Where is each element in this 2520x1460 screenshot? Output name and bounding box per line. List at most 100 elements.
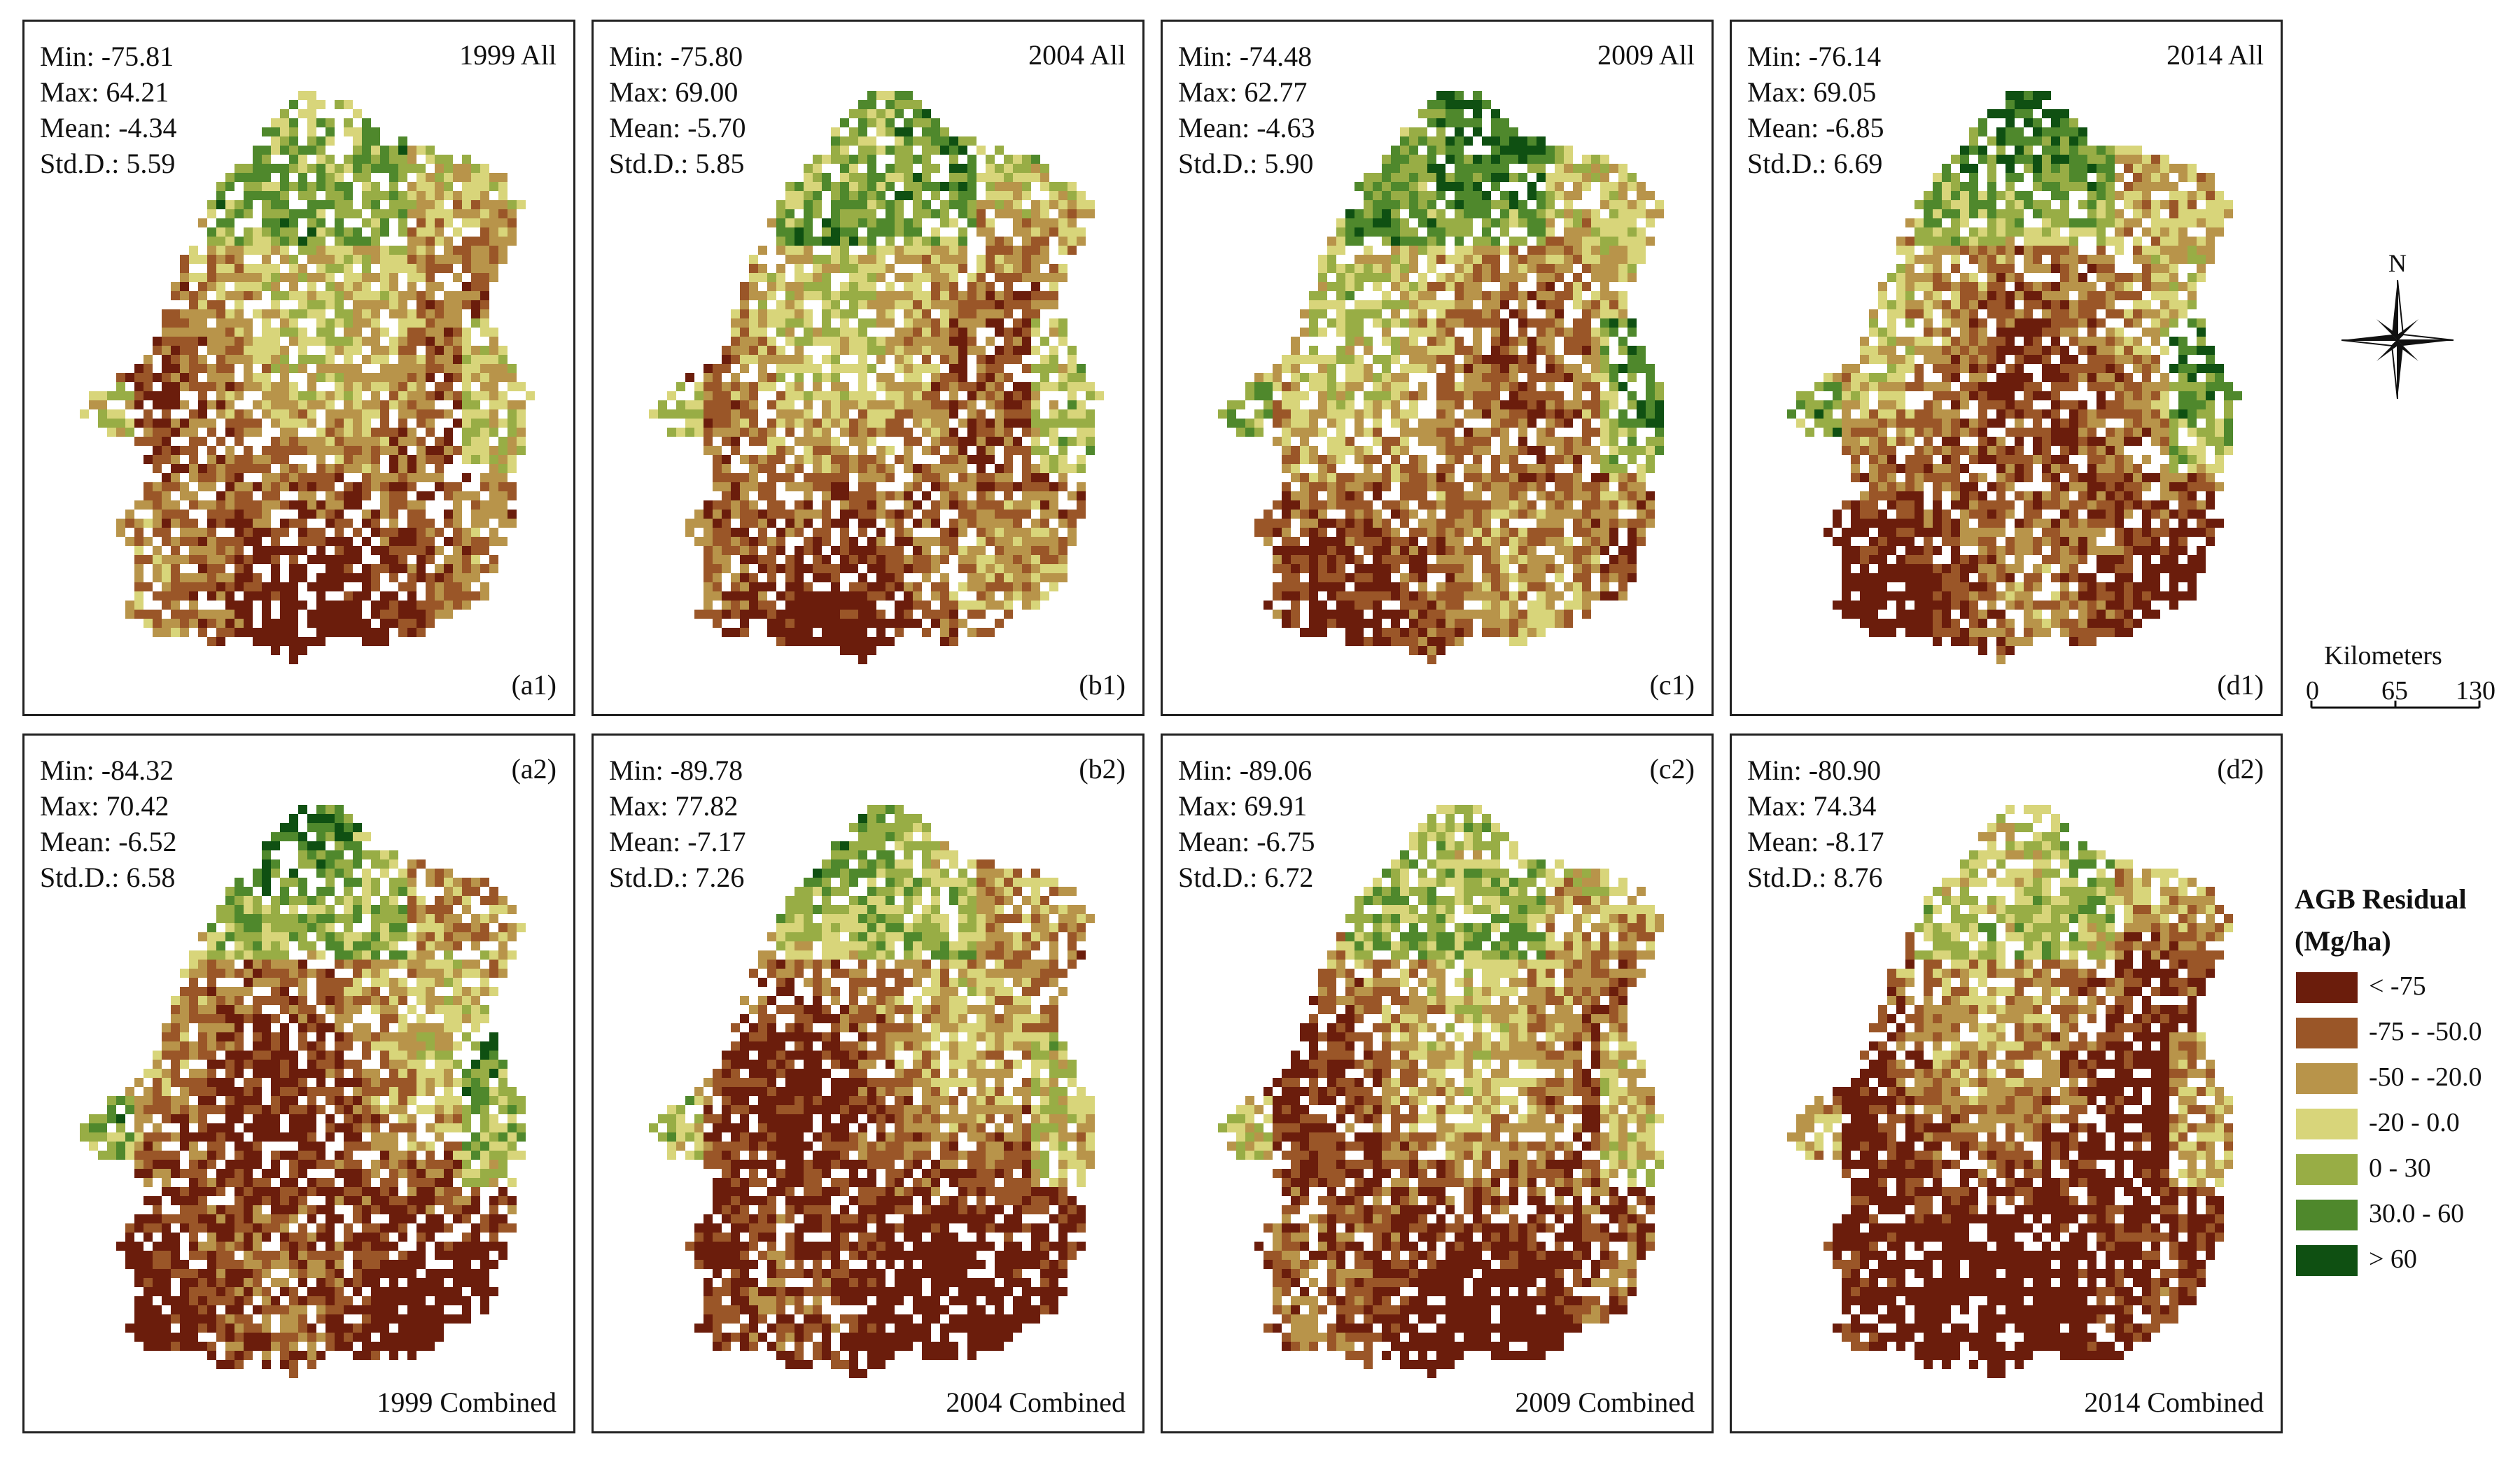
stats-block: Min: -76.14 Max: 69.05 Mean: -6.85 Std.D… bbox=[1747, 38, 1884, 181]
legend-label: < -75 bbox=[2369, 971, 2426, 1001]
residual-map-d1 bbox=[1787, 91, 2242, 664]
legend-swatch bbox=[2296, 1245, 2358, 1276]
scale-tick-130: 130 bbox=[2456, 676, 2496, 706]
map-panel-d2: Min: -80.90 Max: 74.34 Mean: -8.17 Std.D… bbox=[1730, 733, 2283, 1433]
residual-map-a2 bbox=[80, 805, 526, 1378]
stat-mean: Mean: -5.70 bbox=[609, 112, 746, 143]
north-arrow-icon: N bbox=[2341, 249, 2454, 400]
legend-unit: (Mg/ha) bbox=[2295, 925, 2391, 957]
scale-title: Kilometers bbox=[2324, 641, 2442, 671]
stat-std: Std.D.: 5.85 bbox=[609, 148, 745, 179]
panel-code: (d2) bbox=[2217, 753, 2264, 785]
scale-tick-0: 0 bbox=[2306, 676, 2319, 706]
stat-std: Std.D.: 7.26 bbox=[609, 862, 745, 893]
panel-title: 2014 Combined bbox=[2084, 1387, 2264, 1418]
stats-block: Min: -89.78 Max: 77.82 Mean: -7.17 Std.D… bbox=[609, 752, 746, 895]
legend-item: < -75 bbox=[2295, 969, 2519, 1015]
panel-code: (b1) bbox=[1079, 669, 1126, 701]
stat-std: Std.D.: 5.90 bbox=[1178, 148, 1314, 179]
stat-min: Min: -74.48 bbox=[1178, 41, 1312, 72]
stats-block: Min: -80.90 Max: 74.34 Mean: -8.17 Std.D… bbox=[1747, 752, 1884, 895]
stat-std: Std.D.: 6.58 bbox=[40, 862, 176, 893]
panel-title: 2004 All bbox=[1028, 39, 1126, 71]
stat-mean: Mean: -4.34 bbox=[40, 112, 177, 143]
legend-label: -50 - -20.0 bbox=[2369, 1062, 2482, 1092]
legend-swatch bbox=[2296, 1109, 2358, 1139]
panel-code: (c1) bbox=[1649, 669, 1695, 701]
legend-label: 30.0 - 60 bbox=[2369, 1199, 2465, 1228]
legend-item: -50 - -20.0 bbox=[2295, 1060, 2519, 1106]
residual-map-d2 bbox=[1787, 805, 2233, 1378]
stat-max: Max: 74.34 bbox=[1747, 790, 1877, 822]
residual-map-a1 bbox=[80, 91, 535, 664]
residual-map-c2 bbox=[1218, 805, 1664, 1378]
legend-swatch bbox=[2296, 972, 2358, 1003]
stat-std: Std.D.: 6.72 bbox=[1178, 862, 1314, 893]
scale-bar-line bbox=[2310, 701, 2481, 709]
stat-mean: Mean: -8.17 bbox=[1747, 826, 1884, 857]
residual-map-b2 bbox=[649, 805, 1095, 1378]
legend-swatch bbox=[2296, 1063, 2358, 1094]
stat-min: Min: -75.81 bbox=[40, 41, 174, 72]
legend-item: 0 - 30 bbox=[2295, 1151, 2519, 1197]
panel-title: 1999 Combined bbox=[377, 1387, 556, 1418]
map-panel-d1: Min: -76.14 Max: 69.05 Mean: -6.85 Std.D… bbox=[1730, 20, 2283, 716]
legend-title: AGB Residual bbox=[2295, 883, 2467, 915]
panel-code: (b2) bbox=[1079, 753, 1126, 785]
stat-min: Min: -80.90 bbox=[1747, 754, 1882, 786]
legend-swatch bbox=[2296, 1018, 2358, 1048]
stat-max: Max: 70.42 bbox=[40, 790, 169, 822]
stat-max: Max: 64.21 bbox=[40, 76, 169, 108]
stats-block: Min: -75.80 Max: 69.00 Mean: -5.70 Std.D… bbox=[609, 38, 746, 181]
stat-std: Std.D.: 5.59 bbox=[40, 148, 176, 179]
legend-label: 0 - 30 bbox=[2369, 1153, 2431, 1183]
stat-mean: Mean: -6.85 bbox=[1747, 112, 1884, 143]
map-panel-a1: Min: -75.81 Max: 64.21 Mean: -4.34 Std.D… bbox=[22, 20, 575, 716]
stat-mean: Mean: -6.75 bbox=[1178, 826, 1315, 857]
legend-item: -20 - 0.0 bbox=[2295, 1106, 2519, 1151]
map-panel-b1: Min: -75.80 Max: 69.00 Mean: -5.70 Std.D… bbox=[592, 20, 1144, 716]
legend-swatch bbox=[2296, 1154, 2358, 1185]
map-panel-c1: Min: -74.48 Max: 62.77 Mean: -4.63 Std.D… bbox=[1161, 20, 1714, 716]
stat-mean: Mean: -6.52 bbox=[40, 826, 177, 857]
residual-map-c1 bbox=[1218, 91, 1664, 664]
legend-label: -75 - -50.0 bbox=[2369, 1017, 2482, 1046]
stats-block: Min: -74.48 Max: 62.77 Mean: -4.63 Std.D… bbox=[1178, 38, 1315, 181]
panel-title: 2004 Combined bbox=[946, 1387, 1126, 1418]
panel-title: 2009 All bbox=[1597, 39, 1695, 71]
panel-title: 1999 All bbox=[459, 39, 556, 71]
panel-code: (c2) bbox=[1649, 753, 1695, 785]
panel-title: 2009 Combined bbox=[1515, 1387, 1695, 1418]
north-arrow: N bbox=[2334, 249, 2460, 409]
panel-title: 2014 All bbox=[2166, 39, 2264, 71]
stat-max: Max: 77.82 bbox=[609, 790, 738, 822]
stat-min: Min: -84.32 bbox=[40, 754, 174, 786]
stat-std: Std.D.: 6.69 bbox=[1747, 148, 1883, 179]
north-label: N bbox=[2388, 252, 2407, 277]
legend-label: > 60 bbox=[2369, 1244, 2417, 1274]
legend-item: > 60 bbox=[2295, 1242, 2519, 1288]
legend-label: -20 - 0.0 bbox=[2369, 1108, 2460, 1137]
panel-code: (a2) bbox=[511, 753, 556, 785]
stat-max: Max: 69.00 bbox=[609, 76, 738, 108]
legend: AGB Residual (Mg/ha) < -75 -75 - -50.0 -… bbox=[2295, 878, 2519, 1288]
stats-block: Min: -84.32 Max: 70.42 Mean: -6.52 Std.D… bbox=[40, 752, 177, 895]
stat-std: Std.D.: 8.76 bbox=[1747, 862, 1883, 893]
stat-max: Max: 62.77 bbox=[1178, 76, 1308, 108]
stat-max: Max: 69.05 bbox=[1747, 76, 1877, 108]
map-panel-a2: Min: -84.32 Max: 70.42 Mean: -6.52 Std.D… bbox=[22, 733, 575, 1433]
stats-block: Min: -75.81 Max: 64.21 Mean: -4.34 Std.D… bbox=[40, 38, 177, 181]
legend-item: -75 - -50.0 bbox=[2295, 1015, 2519, 1060]
stat-min: Min: -89.78 bbox=[609, 754, 743, 786]
stat-max: Max: 69.91 bbox=[1178, 790, 1308, 822]
map-panel-c2: Min: -89.06 Max: 69.91 Mean: -6.75 Std.D… bbox=[1161, 733, 1714, 1433]
map-panel-b2: Min: -89.78 Max: 77.82 Mean: -7.17 Std.D… bbox=[592, 733, 1144, 1433]
panel-code: (d1) bbox=[2217, 669, 2264, 701]
residual-map-b1 bbox=[649, 91, 1104, 664]
stat-min: Min: -89.06 bbox=[1178, 754, 1312, 786]
stat-min: Min: -75.80 bbox=[609, 41, 743, 72]
legend-item: 30.0 - 60 bbox=[2295, 1197, 2519, 1242]
scale-bar: Kilometers 0 65 130 bbox=[2303, 640, 2499, 717]
panel-code: (a1) bbox=[511, 669, 556, 701]
stats-block: Min: -89.06 Max: 69.91 Mean: -6.75 Std.D… bbox=[1178, 752, 1315, 895]
